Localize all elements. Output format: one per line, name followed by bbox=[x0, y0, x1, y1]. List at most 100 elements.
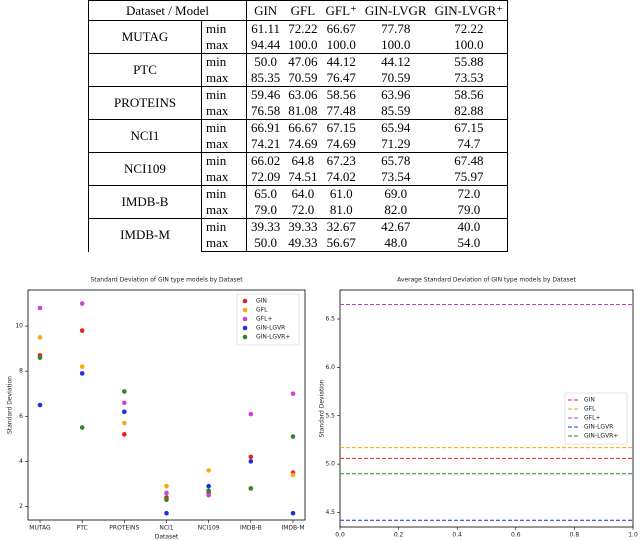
table-cell: 76.58 bbox=[246, 103, 285, 120]
point bbox=[164, 483, 169, 489]
table-cell: 74.51 bbox=[284, 169, 322, 186]
dataset-name: IMDB-B bbox=[88, 185, 202, 219]
table-cell: 94.44 bbox=[246, 37, 285, 54]
table-cell: 85.59 bbox=[360, 103, 431, 120]
results-table: Dataset / Model GIN GFL GFL⁺ GIN-LVGR GIN-LVG… bbox=[88, 0, 509, 252]
table-row: PROTEINS min 59.46 63.06 58.56 63.96 58.56 bbox=[88, 86, 509, 120]
table-cell: 77.78 bbox=[360, 20, 431, 37]
table-cell: 100.0 bbox=[430, 37, 509, 54]
table-cell: 79.0 bbox=[430, 202, 509, 219]
stat-label: min bbox=[201, 53, 247, 70]
x-tick-label: NCI109 bbox=[198, 525, 220, 532]
table-cell: 82.0 bbox=[360, 202, 431, 219]
header-cell: GIN bbox=[246, 0, 285, 21]
stat-label: max bbox=[201, 235, 247, 252]
table-cell: 65.0 bbox=[246, 185, 285, 202]
table-cell: 44.12 bbox=[360, 53, 431, 70]
table-row: max 76.58 81.08 77.48 85.59 82.88 bbox=[89, 103, 509, 120]
point bbox=[122, 420, 127, 426]
table-cell: 56.67 bbox=[321, 235, 361, 252]
point bbox=[206, 468, 211, 473]
point bbox=[248, 411, 254, 417]
legend-label: GFL+ bbox=[256, 316, 272, 323]
legend-marker bbox=[242, 334, 248, 340]
x-tick-label: 0.6 bbox=[511, 532, 521, 539]
point bbox=[37, 355, 43, 360]
table-row: PTC min 50.0 47.06 44.12 44.12 55.88 bbox=[88, 53, 509, 87]
point bbox=[164, 510, 169, 516]
legend-label: GIN-LGVR+ bbox=[256, 334, 290, 341]
stat-label: max bbox=[201, 37, 247, 54]
table-cell: 32.67 bbox=[321, 218, 361, 235]
point bbox=[37, 335, 43, 340]
legend-marker bbox=[242, 325, 248, 331]
table-cell: 55.88 bbox=[430, 53, 509, 70]
table-cell: 100.0 bbox=[321, 37, 361, 54]
legend-box bbox=[564, 392, 628, 445]
table-cell: 67.23 bbox=[321, 152, 361, 169]
x-tick-label: 0.0 bbox=[335, 532, 345, 539]
table-cell: 49.33 bbox=[284, 235, 322, 252]
stat-label: max bbox=[201, 103, 247, 120]
point bbox=[122, 389, 127, 394]
point bbox=[122, 400, 127, 406]
table-row: IMDB-B min 65.0 64.0 61.0 69.0 72.0 bbox=[88, 185, 509, 219]
table-cell: 66.91 bbox=[246, 119, 285, 136]
dataset-name: PTC bbox=[88, 53, 202, 87]
x-tick-label: PTC bbox=[77, 525, 88, 532]
table-row: NCI1 min 66.91 66.67 67.15 65.94 67.15 bbox=[88, 119, 509, 153]
header-cell: GFL bbox=[284, 0, 322, 21]
table-cell: 74.21 bbox=[246, 136, 285, 153]
legend-label: GFL+ bbox=[584, 415, 600, 422]
table-cell: 42.67 bbox=[360, 218, 431, 235]
table-cell: 65.94 bbox=[360, 119, 431, 136]
point bbox=[37, 402, 43, 408]
table-cell: 74.02 bbox=[321, 169, 361, 186]
table-cell: 81.08 bbox=[284, 103, 322, 120]
x-tick-label: 0.2 bbox=[394, 532, 404, 539]
point bbox=[206, 492, 211, 498]
legend-label: GFL bbox=[584, 406, 596, 413]
table-cell: 73.53 bbox=[430, 70, 509, 87]
x-tick-label: PROTEINS bbox=[109, 525, 139, 532]
table-cell: 50.0 bbox=[246, 53, 285, 70]
table-cell: 63.96 bbox=[360, 86, 431, 103]
table-cell: 64.8 bbox=[284, 152, 322, 169]
table-cell: 66.02 bbox=[246, 152, 285, 169]
table-cell: 85.35 bbox=[246, 70, 285, 87]
table-cell: 63.06 bbox=[284, 86, 322, 103]
y-tick-label: 2 bbox=[19, 503, 23, 510]
table-cell: 100.0 bbox=[284, 37, 322, 54]
table-cell: 82.88 bbox=[430, 103, 509, 120]
table-cell: 79.0 bbox=[246, 202, 285, 219]
stat-label: min bbox=[201, 20, 247, 37]
y-tick-label: 10 bbox=[15, 323, 23, 330]
table-cell: 72.0 bbox=[430, 185, 509, 202]
table-cell: 39.33 bbox=[284, 218, 322, 235]
table-cell: 73.54 bbox=[360, 169, 431, 186]
table-cell: 76.47 bbox=[321, 70, 361, 87]
dataset-name: MUTAG bbox=[88, 20, 202, 54]
dataset-name: NCI109 bbox=[88, 152, 202, 186]
table-cell: 39.33 bbox=[246, 218, 285, 235]
y-tick-label: 6.0 bbox=[325, 364, 335, 371]
table-cell: 72.22 bbox=[284, 20, 322, 37]
x-tick-label: 0.4 bbox=[452, 532, 462, 539]
dataset-name: NCI1 bbox=[88, 119, 202, 153]
point bbox=[206, 483, 211, 489]
dataset-name: PROTEINS bbox=[88, 86, 202, 120]
legend-label: GFL bbox=[256, 307, 268, 314]
table-cell: 61.0 bbox=[321, 185, 361, 202]
stat-label: min bbox=[201, 119, 247, 136]
legend-label: GIN-LGVR bbox=[584, 424, 613, 431]
stat-label: min bbox=[201, 185, 247, 202]
y-tick-label: 4 bbox=[19, 458, 23, 465]
y-tick-label: 8 bbox=[19, 368, 23, 375]
table-cell: 70.59 bbox=[284, 70, 322, 87]
charts: Standard Deviation of GIN type models by… bbox=[7, 277, 638, 541]
legend-label: GIN bbox=[584, 397, 595, 404]
x-axis-label: Dataset bbox=[155, 534, 179, 541]
x-tick-label: IMDB-B bbox=[240, 525, 262, 532]
table-cell: 75.97 bbox=[430, 169, 509, 186]
